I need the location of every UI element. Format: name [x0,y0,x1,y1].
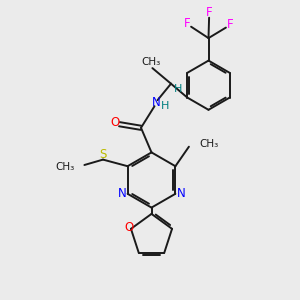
Text: CH₃: CH₃ [200,139,219,149]
Text: F: F [227,18,233,31]
Text: CH₃: CH₃ [56,161,75,172]
Text: H: H [173,84,182,94]
Text: N: N [152,96,161,109]
Text: O: O [125,221,134,234]
Text: S: S [99,148,107,161]
Text: O: O [110,116,119,129]
Text: H: H [161,101,169,111]
Text: N: N [118,187,127,200]
Text: F: F [184,17,190,30]
Text: CH₃: CH₃ [141,57,160,67]
Text: N: N [176,187,185,200]
Text: F: F [206,6,212,19]
